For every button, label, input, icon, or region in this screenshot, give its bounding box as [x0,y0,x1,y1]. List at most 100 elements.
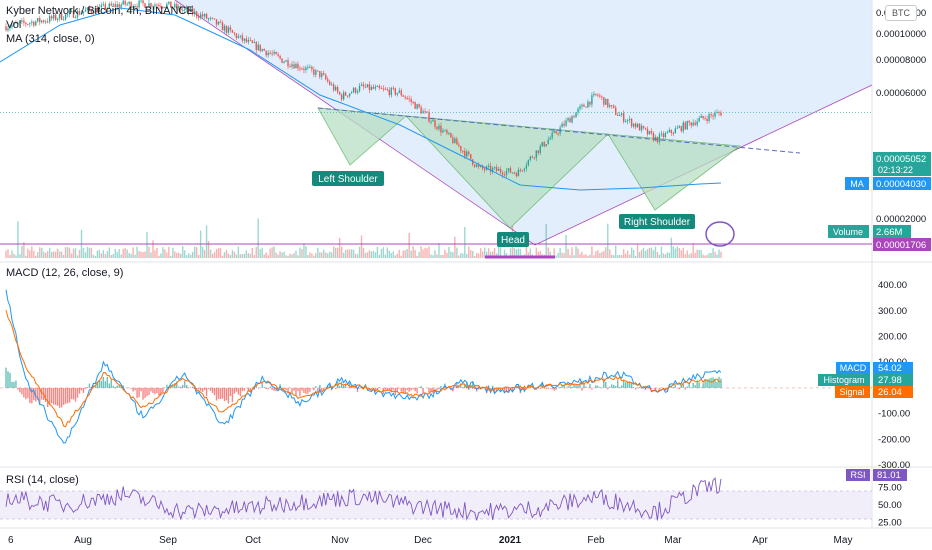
candle-body [529,156,532,160]
macd-histogram-bar [134,387,136,391]
macd-legend[interactable]: MACD (12, 26, close, 9) [6,267,124,279]
candle-body [203,13,206,17]
head-shoulders-pattern[interactable] [317,107,801,229]
volume-bar [23,242,25,258]
volume-bar [626,250,629,258]
volume-bar [138,251,140,258]
candle-body [515,173,518,177]
candle-body [714,112,716,117]
candle-body [670,129,673,133]
volume-bar [305,246,307,258]
volume-bar [611,254,613,258]
candle-body [66,14,69,16]
macd-histogram-bar [404,387,406,394]
candle-body [686,120,688,130]
candle-body [607,98,609,107]
volume-bar [603,251,605,258]
macd-histogram-bar [66,387,69,404]
candle-body [94,7,97,14]
macd-histogram-bar [88,383,91,388]
candle-body [50,16,53,19]
volume-bar [585,254,587,258]
volume-bar [597,250,599,258]
head-label[interactable]: Head [497,232,529,247]
volume-bar [569,255,571,258]
volume-bar [358,246,361,258]
macd-histogram-bar [382,387,385,395]
candle-body [295,63,297,69]
macd-histogram-bar [267,387,269,390]
volume-bar [519,248,522,258]
macd-tag-value: 54.02 [878,363,902,374]
candle-body [410,99,412,103]
candle-body [321,73,323,77]
candle-body [279,55,281,59]
macd-histogram-bar [400,387,402,392]
candle-body [92,12,95,14]
macd-histogram-bar [313,387,315,391]
symbol-title[interactable]: Kyber Network / Bitcoin, 4h, BINANCE [6,5,194,17]
candle-body [720,112,722,116]
time-tick-label: May [834,535,853,546]
rsi-legend[interactable]: RSI (14, close) [6,474,79,486]
ma-legend[interactable]: MA (314, close, 0) [6,33,95,45]
candle-body [150,3,152,7]
candle-body [98,7,101,13]
candle-body [201,14,204,17]
volume-bar [66,247,69,258]
candle-body [547,139,549,145]
macd-histogram-bar [396,387,398,392]
candle-body [450,132,452,138]
candle-body [120,4,122,8]
candle-body [678,126,680,128]
volume-bar [60,251,63,258]
macd-histogram-bar [708,378,710,388]
macd-histogram-bar [231,387,234,403]
macd-histogram-bar [603,378,605,388]
volume-bar [442,254,444,258]
macd-histogram-bar [195,387,198,391]
candle-body [62,19,65,21]
candle-body [11,25,13,28]
candle-body [257,44,259,51]
moving-average-line[interactable] [0,7,722,191]
currency-badge[interactable]: BTC [885,5,917,21]
right-shoulder-label[interactable]: Right Shoulder [619,214,695,229]
volume-bar [613,255,615,258]
macd-histogram-bar [630,382,633,388]
candle-body [45,21,47,23]
volume-bar [54,251,57,258]
candle-body [285,60,287,62]
volume-bar [678,247,680,258]
volume-bar [716,254,718,258]
candle-body [297,63,299,69]
candle-body [462,150,464,152]
volume-bar [336,247,339,258]
volume-bar [698,249,700,258]
left-shoulder-label[interactable]: Left Shoulder [312,171,384,186]
macd-histogram-bar [666,387,669,392]
macd-histogram-bar [227,387,230,404]
macd-histogram-bar [41,387,43,400]
candle-body [122,0,124,5]
macd-histogram-bar [547,387,549,389]
volume-bar [424,247,426,258]
volume-bar [33,251,35,258]
candle-body [481,165,484,169]
macd-histogram-bar [301,387,303,391]
candle-body [585,106,587,108]
volume-bar [704,255,706,258]
candle-body [583,104,585,107]
volume-bar [384,254,387,258]
macd-histogram-bar [303,387,305,393]
candle-body [362,84,365,87]
candle-body [704,118,706,120]
candle-body [233,32,236,34]
highlight-circle[interactable] [705,221,735,247]
volume-bar [205,225,208,258]
volume-bar [402,250,404,258]
time-tick-label: Apr [752,535,768,546]
vol-legend[interactable]: Vol [6,19,22,31]
macd-histogram-bar [714,379,716,388]
